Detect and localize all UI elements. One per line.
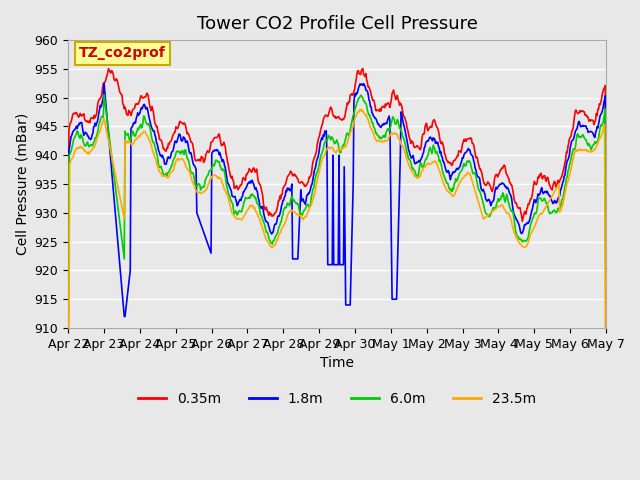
Y-axis label: Cell Pressure (mBar): Cell Pressure (mBar) — [15, 113, 29, 255]
Text: TZ_co2prof: TZ_co2prof — [79, 47, 166, 60]
X-axis label: Time: Time — [320, 356, 354, 370]
Title: Tower CO2 Profile Cell Pressure: Tower CO2 Profile Cell Pressure — [196, 15, 477, 33]
Legend: 0.35m, 1.8m, 6.0m, 23.5m: 0.35m, 1.8m, 6.0m, 23.5m — [132, 387, 542, 412]
